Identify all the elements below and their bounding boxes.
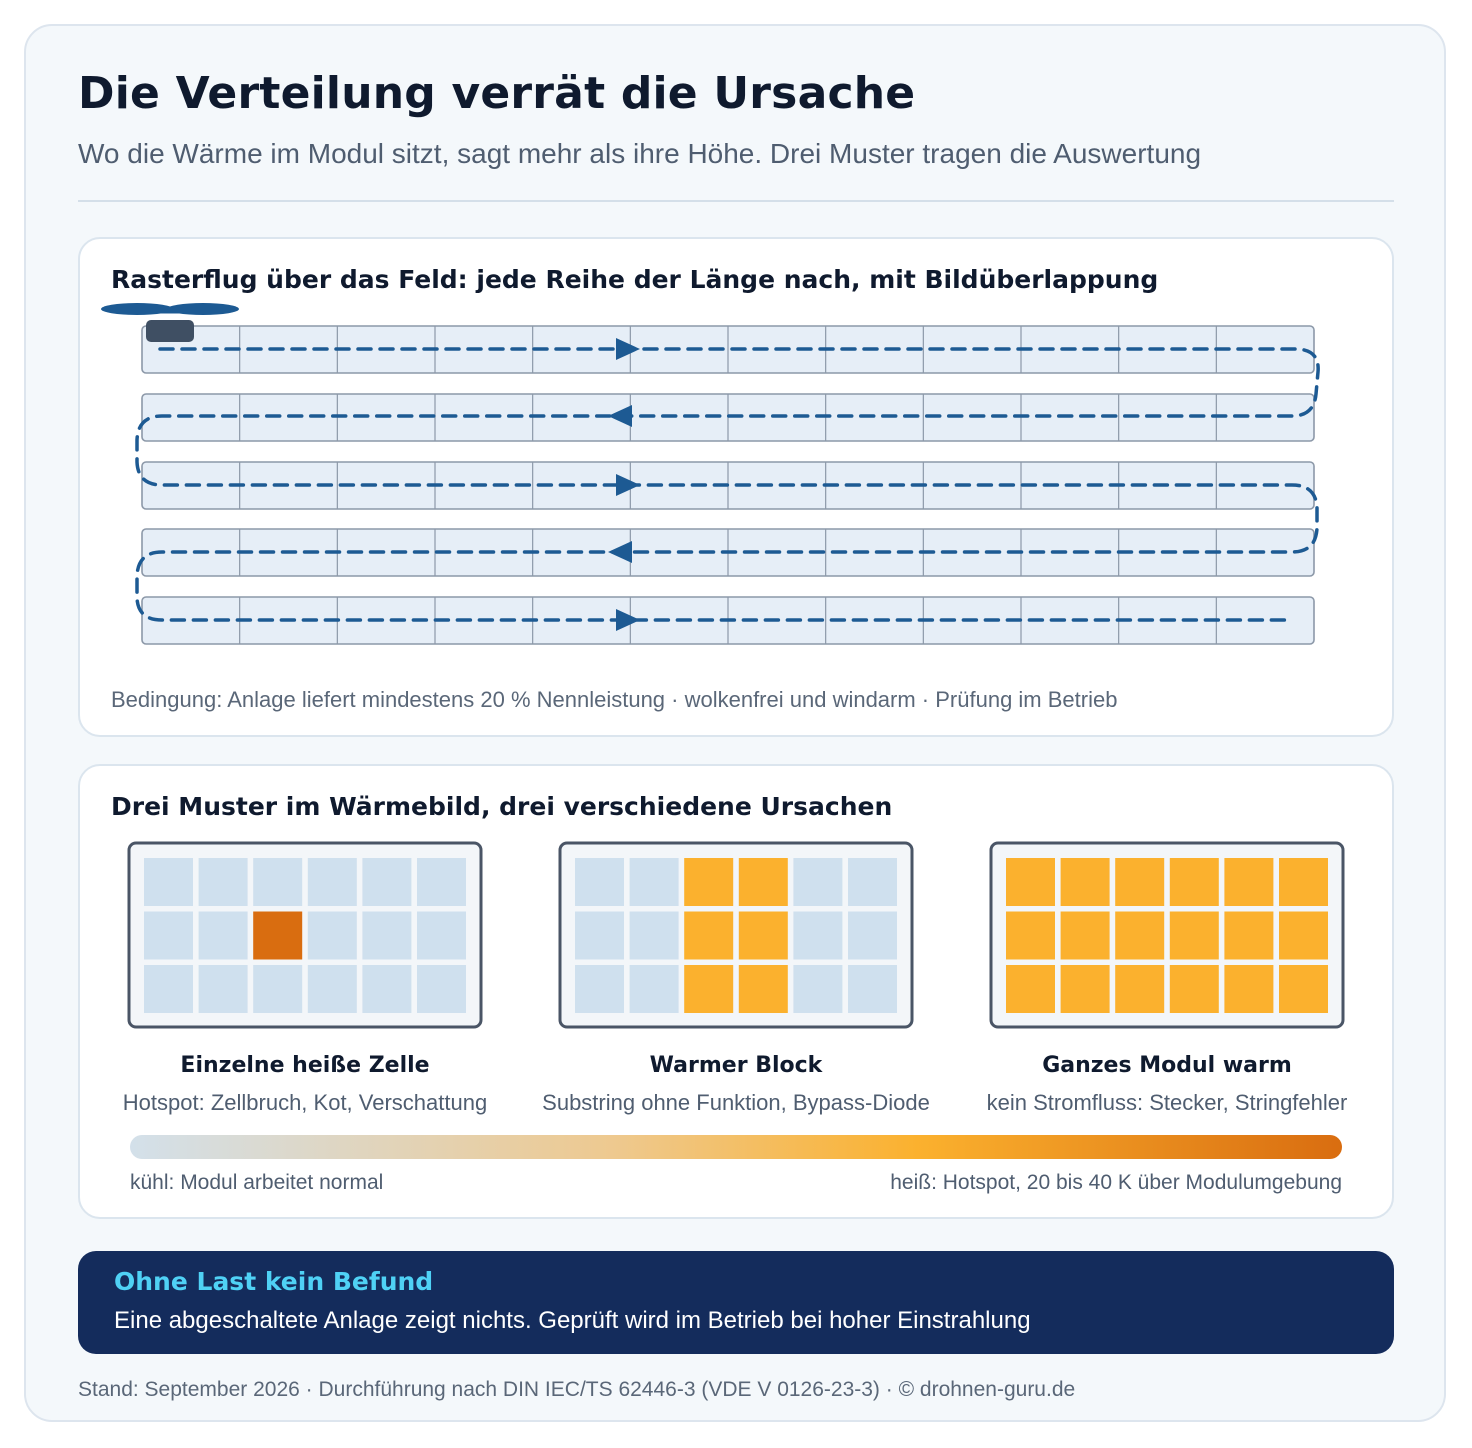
module-cell <box>307 965 357 1013</box>
module-cell <box>1279 911 1328 960</box>
module-cell <box>1279 858 1328 906</box>
arrow-right-icon <box>616 474 640 496</box>
module-cell <box>1169 965 1219 1013</box>
module-cell <box>144 858 193 906</box>
module-cell <box>684 965 734 1013</box>
drone-icon <box>101 303 239 342</box>
module-cell <box>575 911 624 960</box>
module-cell <box>1224 858 1274 906</box>
module-cell <box>1224 911 1274 960</box>
pattern-desc-whole-module: kein Stromfluss: Stecker, Stringfehler <box>986 1090 1348 1115</box>
pattern-label-single-cell: Einzelne heiße Zelle <box>180 1053 430 1078</box>
module-cell <box>1279 965 1328 1013</box>
module-cell <box>253 858 303 906</box>
module-cell <box>1115 911 1165 960</box>
module-cell <box>1115 965 1165 1013</box>
module-cell <box>629 965 679 1013</box>
module-cell <box>1169 911 1219 960</box>
module-cell <box>417 858 466 906</box>
flight-condition-note: Bedingung: Anlage liefert mindestens 20 … <box>111 687 1118 712</box>
scale-label-cool: kühl: Modul arbeitet normal <box>130 1171 384 1194</box>
module-cell <box>848 965 897 1013</box>
info-banner: Ohne Last kein Befund Eine abgeschaltete… <box>78 1251 1394 1354</box>
module-cell <box>1169 858 1219 906</box>
module-cell <box>793 858 843 906</box>
module-cell <box>198 911 248 960</box>
module-cell <box>198 965 248 1013</box>
module-cell <box>198 858 248 906</box>
module-cell <box>144 965 193 1013</box>
module-cell <box>253 965 303 1013</box>
module-cell <box>362 911 412 960</box>
module-cell <box>575 965 624 1013</box>
footer-note: Stand: September 2026 · Durchführung nac… <box>78 1378 1076 1401</box>
arrow-left-icon <box>608 405 632 427</box>
module-cell <box>793 965 843 1013</box>
module-cell <box>362 965 412 1013</box>
banner-text: Eine abgeschaltete Anlage zeigt nichts. … <box>114 1307 1031 1334</box>
module-cell <box>1115 858 1165 906</box>
arrow-left-icon <box>608 541 632 563</box>
heat-scale-bar <box>130 1135 1342 1159</box>
module-cell <box>684 858 734 906</box>
module-cell <box>575 858 624 906</box>
module-cell <box>684 911 734 960</box>
module-cell <box>417 911 466 960</box>
module-cell <box>738 858 788 906</box>
module-cell <box>848 911 897 960</box>
module-cell <box>1060 858 1110 906</box>
module-cell <box>417 965 466 1013</box>
module-cell <box>848 858 897 906</box>
module-cell <box>1006 858 1055 906</box>
pattern-label-whole-module: Ganzes Modul warm <box>1042 1053 1292 1078</box>
module-cell <box>1006 911 1055 960</box>
module-cell <box>362 858 412 906</box>
module-cell <box>738 965 788 1013</box>
module-cell <box>144 911 193 960</box>
module-cell <box>307 911 357 960</box>
scale-label-hot: heiß: Hotspot, 20 bis 40 K über Modulumg… <box>890 1171 1342 1194</box>
module-cell <box>793 911 843 960</box>
pattern-label-warm-block: Warmer Block <box>649 1053 823 1078</box>
flight-panel-title: Rasterflug über das Feld: jede Reihe der… <box>111 265 1159 294</box>
module-cell <box>629 858 679 906</box>
module-cell <box>1224 965 1274 1013</box>
direction-arrows <box>608 338 640 631</box>
arrow-right-icon <box>616 609 640 631</box>
page-title: Die Verteilung verrät die Ursache <box>78 68 916 119</box>
patterns-panel-title: Drei Muster im Wärmebild, drei verschied… <box>111 792 893 821</box>
pattern-desc-single-cell: Hotspot: Zellbruch, Kot, Verschattung <box>122 1090 488 1115</box>
module-cell <box>307 858 357 906</box>
flight-path <box>135 347 1320 622</box>
module-cell <box>253 911 303 960</box>
module-cell <box>1060 965 1110 1013</box>
module-cell <box>1006 965 1055 1013</box>
page-subtitle: Wo die Wärme im Modul sitzt, sagt mehr a… <box>78 138 1202 169</box>
divider <box>78 200 1394 202</box>
banner-title: Ohne Last kein Befund <box>114 1267 434 1296</box>
arrow-right-icon <box>616 338 640 360</box>
module-cell <box>1060 911 1110 960</box>
module-cell <box>629 911 679 960</box>
module-cell <box>738 911 788 960</box>
pattern-desc-warm-block: Substring ohne Funktion, Bypass-Diode <box>542 1090 930 1115</box>
